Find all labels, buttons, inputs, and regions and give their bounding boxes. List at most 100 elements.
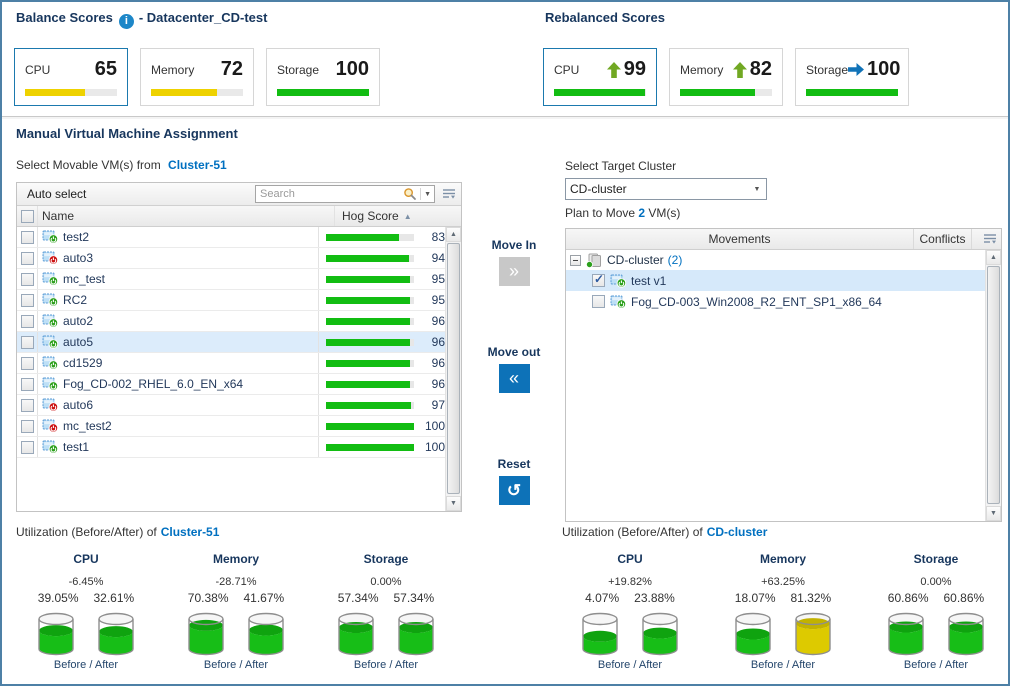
movements-column-header[interactable]: Movements [566,229,914,249]
table-row[interactable]: auto3 94 [17,248,445,269]
vm-checkbox[interactable] [592,272,605,287]
rebalanced-scores-header: Rebalanced Scores [545,10,665,25]
utilization-metric-memory: Memory +63.25% 18.07% 81.32% Before / Aft… [713,552,853,671]
select-all-checkbox[interactable] [20,209,34,223]
table-row[interactable]: mc_test 95 [17,269,445,290]
conflicts-column-header[interactable]: Conflicts [914,229,972,249]
utilization-title-left: Utilization (Before/After) of Cluster-51 [16,525,220,539]
column-chooser-icon[interactable] [442,188,456,200]
vm-name: test2 [63,230,90,244]
target-cluster-select[interactable]: CD-cluster ▼ [565,178,767,200]
metric-delta: +63.25% [761,576,805,588]
score-card-storage[interactable]: Storage 100 [266,48,380,106]
movement-row[interactable]: test v1 [566,270,985,291]
hog-score-bar [326,380,414,388]
before-value: 18.07% [734,591,776,605]
table-row[interactable]: test1 100 [17,437,445,458]
movements-group-row[interactable]: CD-cluster (2) [566,250,985,270]
vm-table-body: test2 83 auto3 94 mc_test 95 RC2 95 auto… [17,227,461,511]
score-card-memory[interactable]: Memory 82 [669,48,783,106]
table-row[interactable]: auto6 97 [17,395,445,416]
after-value: 81.32% [790,591,832,605]
column-chooser-icon[interactable] [979,233,1001,245]
table-row[interactable]: Fog_CD-002_RHEL_6.0_EN_x64 96 [17,374,445,395]
vm-checkbox[interactable] [20,335,34,349]
score-bar [277,89,369,96]
scroll-up-button[interactable]: ▲ [986,250,1001,265]
scroll-thumb[interactable] [987,266,1000,504]
balance-cards-row: CPU 65 Memory 72 Storage 100 [14,48,380,106]
search-input[interactable] [260,188,404,200]
movements-table: Movements Conflicts CD-cluster(2) test v… [565,228,1002,522]
table-row[interactable]: cd1529 96 [17,353,445,374]
hog-score-bar [326,254,414,262]
sort-ascending-icon: ▲ [403,211,412,221]
movement-row[interactable]: Fog_CD-003_Win2008_R2_ENT_SP1_x86_64 [566,291,985,312]
reset-button[interactable]: ↺ [498,476,530,505]
score-card-label: Storage [277,62,320,77]
search-box[interactable]: ▼ [255,185,435,203]
scroll-down-button[interactable]: ▼ [986,506,1001,521]
score-card-value: 100 [867,58,901,80]
score-card-value: 99 [623,58,646,80]
vm-table-scrollbar[interactable]: ▲ ▼ [445,227,461,511]
score-card-storage[interactable]: Storage 100 [795,48,909,106]
table-row[interactable]: auto2 96 [17,311,445,332]
plan-count: 2 [638,206,646,220]
vm-icon [610,295,626,309]
vm-checkbox[interactable] [20,419,34,433]
scroll-down-button[interactable]: ▼ [446,496,461,511]
hog-score-bar [326,317,414,325]
info-icon[interactable]: i [118,14,134,29]
movements-scrollbar[interactable]: ▲ ▼ [985,250,1001,521]
utilization-metric-storage: Storage 0.00% 57.34% 57.34% Before / Afte… [316,552,456,671]
vm-checkbox[interactable] [20,272,34,286]
score-card-label: Storage [806,62,849,77]
name-column-header[interactable]: Name [38,206,335,226]
hog-score-column-header[interactable]: Hog Score ▲ [342,209,412,223]
section-divider [2,116,1008,119]
reset-label: Reset [497,457,531,471]
vm-table-toolbar: Auto select ▼ [17,183,461,206]
hog-score-value: 100 [424,440,445,454]
table-row[interactable]: mc_test2 100 [17,416,445,437]
vm-checkbox[interactable] [20,398,34,412]
scroll-up-button[interactable]: ▲ [446,227,461,242]
score-card-memory[interactable]: Memory 72 [140,48,254,106]
scroll-thumb[interactable] [447,243,460,494]
vm-checkbox[interactable] [20,230,34,244]
table-row[interactable]: auto5 96 [17,332,445,353]
hog-score-value: 95 [431,293,445,307]
cluster-link: CD-cluster [706,525,768,539]
score-card-cpu[interactable]: CPU 65 [14,48,128,106]
hog-score-value: 95 [431,272,445,286]
table-row[interactable]: RC2 95 [17,290,445,311]
vm-checkbox[interactable] [20,251,34,265]
before-after-label: Before / After [903,659,969,671]
auto-select-button[interactable]: Auto select [27,187,87,201]
search-dropdown-icon[interactable]: ▼ [424,190,431,198]
hog-score-bar [326,296,414,304]
vm-checkbox[interactable] [592,295,605,308]
vm-checkbox[interactable] [20,293,34,307]
movements-group-count: (2) [667,253,683,267]
vm-checkbox[interactable] [20,356,34,370]
hog-score-value: 96 [431,356,445,370]
rebalanced-cards-row: CPU 99 Memory 82 Storage 100 [543,48,909,106]
score-card-value: 72 [220,58,243,80]
up-arrow-icon [606,61,621,78]
table-row[interactable]: test2 83 [17,227,445,248]
vm-checkbox[interactable] [20,440,34,454]
vm-name: Fog_CD-002_RHEL_6.0_EN_x64 [63,377,244,391]
vm-table-header: Name Hog Score ▲ [17,206,461,227]
right-arrow-icon [848,63,865,76]
move-in-button[interactable]: » [498,257,530,286]
vm-checkbox[interactable] [20,314,34,328]
score-card-cpu[interactable]: CPU 99 [543,48,657,106]
collapse-icon[interactable] [570,254,581,266]
move-out-button[interactable]: « [498,364,530,393]
utilization-cylinder-icon [248,612,284,656]
vm-checkbox[interactable] [20,377,34,391]
hog-score-value: 97 [431,398,445,412]
search-icon[interactable] [403,187,417,201]
